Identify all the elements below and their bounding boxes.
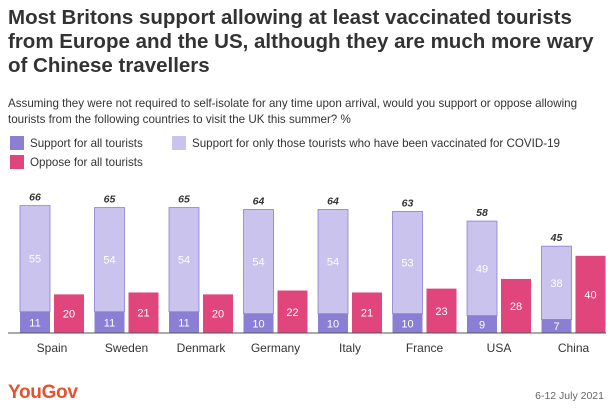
- legend-label-support-vaccinated: Support for only those tourists who have…: [192, 136, 560, 150]
- legend-label-support-all: Support for all tourists: [30, 136, 143, 150]
- label-support-vaccinated-france: 53: [401, 258, 413, 270]
- label-total-usa: 58: [476, 207, 488, 219]
- bar-support-vaccinated-sweden: [94, 207, 125, 313]
- bar-oppose-denmark: [203, 294, 233, 333]
- bar-oppose-france: [426, 288, 457, 333]
- bar-oppose-china: [575, 255, 606, 333]
- label-oppose-france: 23: [435, 306, 447, 318]
- legend-item-support-vaccinated: Support for only those tourists who have…: [172, 136, 560, 150]
- label-oppose-spain: 20: [63, 309, 75, 321]
- legend-swatch-oppose-all: [10, 155, 24, 169]
- bar-support-vaccinated-italy: [317, 209, 349, 315]
- category-label-denmark: Denmark: [177, 341, 227, 355]
- label-oppose-germany: 22: [286, 307, 298, 319]
- label-oppose-china: 40: [584, 289, 596, 301]
- label-support-vaccinated-spain: 55: [29, 254, 41, 266]
- chart-subtitle: Assuming they were not required to self-…: [8, 97, 578, 126]
- bar-support-vaccinated-spain: [19, 205, 51, 313]
- legend-swatch-support-vaccinated: [172, 136, 186, 150]
- bar-support-all-france: [392, 313, 423, 333]
- label-oppose-italy: 21: [361, 308, 373, 320]
- legend: Support for all tourists Support for onl…: [10, 136, 610, 176]
- label-support-vaccinated-germany: 54: [252, 257, 264, 269]
- label-support-all-sweden: 11: [104, 317, 115, 329]
- legend-item-support-all: Support for all tourists: [10, 136, 143, 150]
- legend-label-oppose-all: Oppose for all tourists: [30, 155, 143, 169]
- label-total-china: 45: [550, 232, 563, 244]
- label-support-all-italy: 10: [327, 318, 339, 330]
- category-label-germany: Germany: [251, 341, 300, 355]
- survey-date: 6-12 July 2021: [535, 390, 604, 402]
- label-total-spain: 66: [29, 192, 41, 204]
- bar-support-all-denmark: [169, 311, 199, 333]
- label-total-sweden: 65: [104, 194, 116, 206]
- bar-support-vaccinated-denmark: [168, 207, 200, 313]
- category-label-usa: USA: [487, 341, 512, 355]
- label-oppose-sweden: 21: [137, 308, 149, 320]
- bar-support-all-germany: [243, 313, 274, 333]
- label-support-vaccinated-sweden: 54: [103, 255, 115, 267]
- category-label-france: France: [406, 341, 444, 355]
- yougov-logo: YouGov: [8, 382, 78, 403]
- legend-swatch-support-all: [10, 136, 24, 150]
- bar-support-vaccinated-france: [392, 211, 423, 315]
- label-support-all-france: 10: [401, 318, 413, 330]
- chart-title: Most Britons support allowing at least v…: [8, 6, 594, 77]
- category-label-spain: Spain: [37, 341, 68, 355]
- bar-support-all-italy: [318, 313, 348, 333]
- bar-support-all-sweden: [94, 311, 125, 333]
- legend-item-oppose-all: Oppose for all tourists: [10, 155, 143, 169]
- label-support-vaccinated-italy: 54: [327, 257, 339, 269]
- label-support-vaccinated-denmark: 54: [178, 255, 190, 267]
- label-support-all-china: 7: [553, 321, 559, 333]
- bar-support-vaccinated-china: [541, 245, 572, 320]
- bar-support-all-spain: [20, 311, 50, 333]
- label-total-italy: 64: [327, 195, 339, 207]
- bar-oppose-germany: [277, 290, 308, 333]
- label-oppose-denmark: 20: [212, 309, 224, 321]
- bar-oppose-italy: [352, 292, 382, 333]
- label-support-all-germany: 10: [252, 318, 264, 330]
- bar-oppose-spain: [54, 294, 84, 333]
- bar-support-all-usa: [467, 315, 497, 333]
- label-support-all-spain: 11: [29, 317, 40, 329]
- category-label-sweden: Sweden: [105, 341, 148, 355]
- label-support-vaccinated-china: 38: [550, 278, 562, 290]
- bar-support-all-china: [541, 319, 572, 333]
- bar-support-vaccinated-germany: [243, 209, 274, 315]
- label-oppose-usa: 28: [510, 301, 522, 313]
- label-total-denmark: 65: [178, 194, 190, 206]
- label-support-vaccinated-usa: 49: [476, 263, 488, 275]
- label-total-france: 63: [402, 197, 414, 209]
- bar-oppose-sweden: [128, 292, 159, 333]
- bar-support-vaccinated-usa: [466, 220, 498, 317]
- category-label-china: China: [558, 341, 590, 355]
- label-support-all-usa: 9: [479, 319, 485, 331]
- label-total-germany: 64: [253, 195, 265, 207]
- label-support-all-denmark: 11: [178, 317, 189, 329]
- bar-oppose-usa: [501, 278, 531, 333]
- category-label-italy: Italy: [339, 341, 361, 355]
